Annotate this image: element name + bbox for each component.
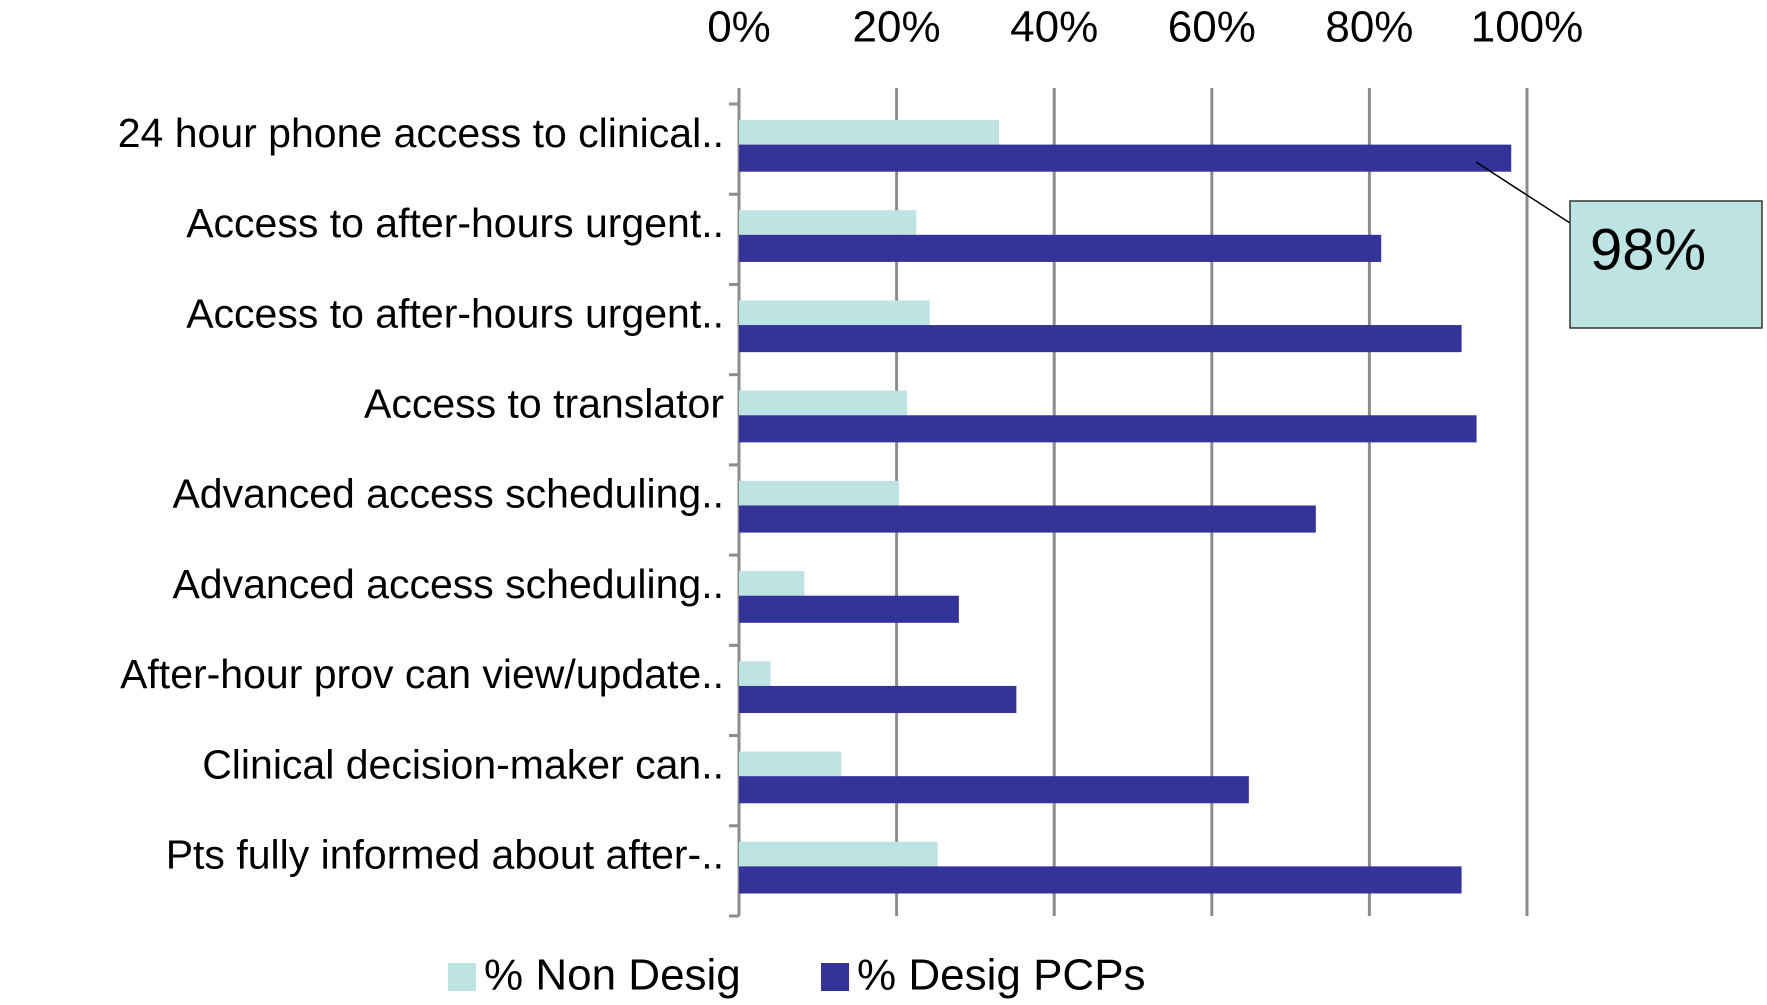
bar bbox=[739, 661, 771, 686]
bar bbox=[739, 571, 805, 596]
x-tick-label: 80% bbox=[1325, 3, 1413, 52]
legend-label: % Non Desig bbox=[484, 951, 741, 1000]
x-tick-label: 0% bbox=[707, 3, 771, 52]
legend-swatch bbox=[448, 963, 476, 991]
y-tick-label: Access to after-hours urgent.. bbox=[186, 290, 724, 336]
y-tick-label: Access to after-hours urgent.. bbox=[186, 200, 724, 246]
callout-box bbox=[1569, 200, 1763, 329]
bar bbox=[739, 234, 1382, 262]
y-tick-label: Clinical decision-maker can.. bbox=[202, 741, 724, 787]
bar bbox=[739, 866, 1462, 894]
bar bbox=[739, 685, 1017, 714]
callout-line bbox=[1475, 161, 1571, 224]
x-tick-label: 100% bbox=[1471, 3, 1584, 52]
y-tick-label: After-hour prov can view/update.. bbox=[120, 651, 724, 697]
y-tick-label: 24 hour phone access to clinical.. bbox=[118, 110, 724, 156]
bar bbox=[739, 300, 930, 326]
x-tick-label: 40% bbox=[1010, 3, 1098, 52]
bar bbox=[739, 505, 1316, 533]
bar bbox=[739, 415, 1477, 443]
bar bbox=[739, 776, 1249, 804]
bar bbox=[739, 210, 917, 235]
bar bbox=[739, 480, 899, 506]
y-tick-label: Advanced access scheduling.. bbox=[172, 561, 724, 607]
bar bbox=[739, 841, 938, 867]
data-label: 98% bbox=[1590, 217, 1706, 282]
y-tick-label: Access to translator bbox=[364, 380, 724, 426]
y-tick-label: Pts fully informed about after-.. bbox=[166, 832, 724, 878]
bar bbox=[739, 144, 1512, 172]
x-tick-label: 20% bbox=[853, 3, 941, 52]
bar bbox=[739, 390, 907, 416]
y-tick-label: Advanced access scheduling.. bbox=[172, 471, 724, 517]
x-tick-label: 60% bbox=[1168, 3, 1256, 52]
bar bbox=[739, 751, 842, 777]
bar bbox=[739, 325, 1462, 353]
legend-label: % Desig PCPs bbox=[857, 951, 1146, 1000]
bar bbox=[739, 595, 959, 623]
bar bbox=[739, 120, 1000, 145]
legend-swatch bbox=[821, 963, 849, 991]
